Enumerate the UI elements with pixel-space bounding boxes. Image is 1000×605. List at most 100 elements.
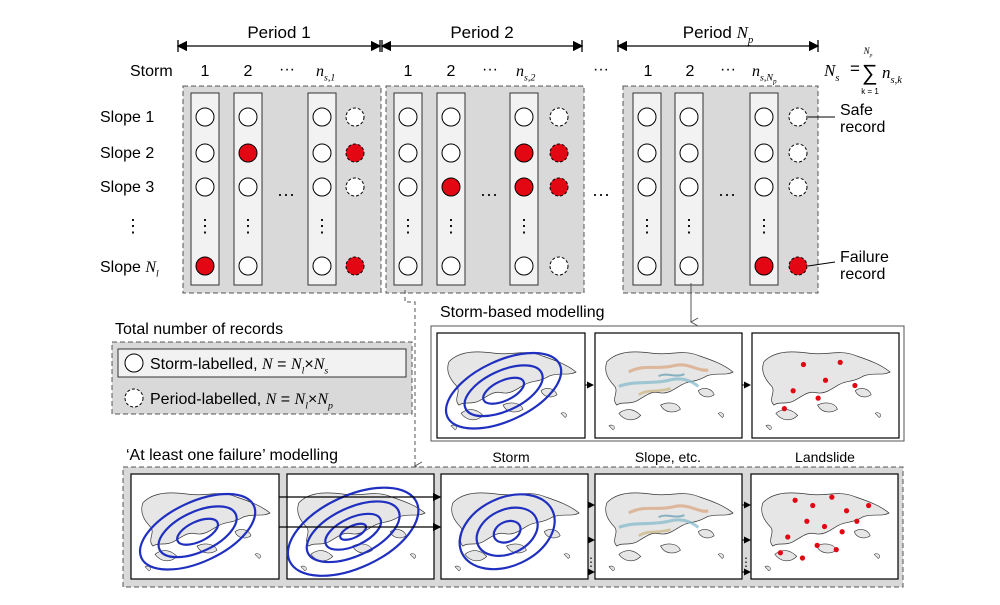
p2-col2-record-1 [441, 143, 461, 163]
period2-label: Period 2 [450, 23, 513, 42]
p1-period-record-0 [345, 107, 365, 127]
pN-colN-record-2 [754, 177, 774, 197]
al-storm-card-3-storm-contour-0 [458, 493, 556, 571]
storm-num-2-p2: 2 [447, 63, 456, 80]
p2-col2-record-0 [441, 107, 461, 127]
storm-num-1-p1: 1 [201, 63, 210, 80]
nsN-label: ns,Np [752, 63, 777, 85]
al-landslide-card-landslide-dot-1 [810, 502, 816, 509]
p1-col1-vdots: ⋮ [196, 216, 214, 236]
slope-1-label: Slope 1 [100, 109, 154, 126]
al-landslide-card-landslide-dot-0 [792, 497, 798, 503]
slope-3-label: Slope 3 [100, 179, 154, 196]
pN-colN-record-1 [754, 143, 774, 163]
al-vdots-1: ⋮ [585, 555, 597, 569]
al-storm-card-2-storm-contour-3 [339, 522, 368, 541]
p2-colN-record-4 [514, 256, 534, 276]
p2-col2-record-4 [441, 256, 461, 276]
storm-labelled-icon [124, 353, 144, 373]
al-landslide-card-landslide-dot-8 [785, 534, 791, 540]
pN-col2-vdots: ⋮ [680, 216, 698, 236]
p2-col1-vdots: ⋮ [399, 216, 417, 236]
pN-col1-record-1 [637, 143, 657, 163]
pN-col1-vdots: ⋮ [638, 216, 656, 236]
p1-colN-record-4 [312, 256, 332, 276]
storm-num-1-pN: 1 [644, 63, 653, 80]
period-labelled-icon [124, 388, 144, 408]
pN-colN-record-4 [754, 256, 774, 276]
al-landslide-card-landslide-dot-9 [814, 542, 820, 549]
pN-colN-vdots: ⋮ [755, 216, 773, 236]
at-least-title: ‘At least one failure’ modelling [126, 447, 338, 464]
al-storm-card-1-storm-contour-0 [138, 492, 257, 571]
formula-lhs: Ns [823, 61, 839, 84]
pN-col1-record-0 [637, 107, 657, 127]
p2-period-record-4 [549, 256, 569, 276]
al-storm-card-1-storm-contour-1 [157, 505, 238, 559]
pN-period-record-1 [788, 143, 808, 163]
storm-ellipsis-pN: ··· [720, 61, 736, 78]
p1-period-record-4 [345, 256, 365, 276]
sb-storm-card-storm-contour-2 [482, 376, 526, 405]
period1-label: Period 1 [247, 23, 310, 42]
al-storm-card-3-storm-contour-2 [492, 519, 522, 544]
caption-storm: Storm [492, 449, 529, 465]
p2-colN-vdots: ⋮ [515, 216, 533, 236]
sb-landslide-card-landslide-dot-6 [781, 406, 787, 412]
p2-col2-vdots: ⋮ [442, 216, 460, 236]
safe-label-2: record [840, 119, 885, 136]
storm-ellipsis-p1: ··· [279, 61, 295, 78]
al-landslide-card-landslide-dot-11 [866, 502, 872, 509]
caption-landslide: Landslide [795, 449, 855, 465]
p1-col2-record-0 [238, 107, 258, 127]
al-storm-card-1-storm-contour-2 [176, 517, 220, 546]
al-storm-card-2-storm-contour-0 [286, 486, 420, 577]
p2-col-ellipsis: ··· [480, 184, 498, 204]
al-vdots-2: ⋮ [740, 555, 752, 569]
formula-sum: ∑ [862, 60, 878, 85]
p2-col1-record-4 [398, 256, 418, 276]
slope-last-label: Slope Nl [100, 259, 159, 279]
sb-landslide-card-landslide-dot-2 [837, 359, 843, 365]
al-landslide-card-landslide-dot-3 [843, 508, 850, 514]
pN-col2-record-1 [679, 143, 699, 163]
p1-col2-record-4 [238, 256, 258, 276]
at-least-arrow [404, 290, 423, 471]
p1-period-record-2 [345, 177, 365, 197]
formula-eq: = [850, 59, 860, 78]
al-storm-card-2-storm-contour-2 [324, 512, 383, 551]
pN-period-record-4 [788, 256, 808, 276]
p2-colN-record-2 [514, 177, 534, 197]
al-storm-card-3-storm-contour-1 [475, 506, 539, 557]
p1-col1-record-4 [195, 256, 215, 276]
failure-leader [807, 261, 836, 267]
p1-col1-record-2 [195, 177, 215, 197]
p1-col2-record-2 [238, 177, 258, 197]
al-landslide-card-landslide-dot-13 [799, 555, 806, 561]
p2-colN-record-0 [514, 107, 534, 127]
formula-term: ns,k [882, 63, 902, 86]
p1-period-record-1 [345, 143, 365, 163]
pN-col1-record-4 [637, 256, 657, 276]
periodN-label: Period Np [683, 23, 753, 46]
storm-labelled-text: Storm-labelled, N = Nl×Ns [150, 356, 328, 376]
pN-col2-record-4 [679, 256, 699, 276]
pN-col-ellipsis: ··· [718, 184, 736, 204]
p2-period-record-1 [549, 143, 569, 163]
p2-col1-record-1 [398, 143, 418, 163]
storm-num-2-p1: 2 [244, 63, 253, 80]
p1-col2-record-1 [238, 143, 258, 163]
sb-landslide-card-landslide-dot-0 [800, 361, 807, 368]
p1-col2-vdots: ⋮ [239, 216, 257, 236]
pN-period-record-0 [788, 107, 808, 127]
al-landslide-card-landslide-dot-10 [833, 547, 839, 553]
total-records-title: Total number of records [115, 321, 283, 338]
p1-col-ellipsis: ··· [277, 184, 295, 204]
ns2-label: ns,2 [516, 63, 535, 83]
period-ellipsis: ··· [593, 61, 609, 78]
pN-col1-record-2 [637, 177, 657, 197]
between-periods-ellipsis: ··· [592, 184, 610, 204]
al-landslide-card-landslide-dot-5 [821, 523, 828, 530]
p1-colN-vdots: ⋮ [313, 216, 331, 236]
